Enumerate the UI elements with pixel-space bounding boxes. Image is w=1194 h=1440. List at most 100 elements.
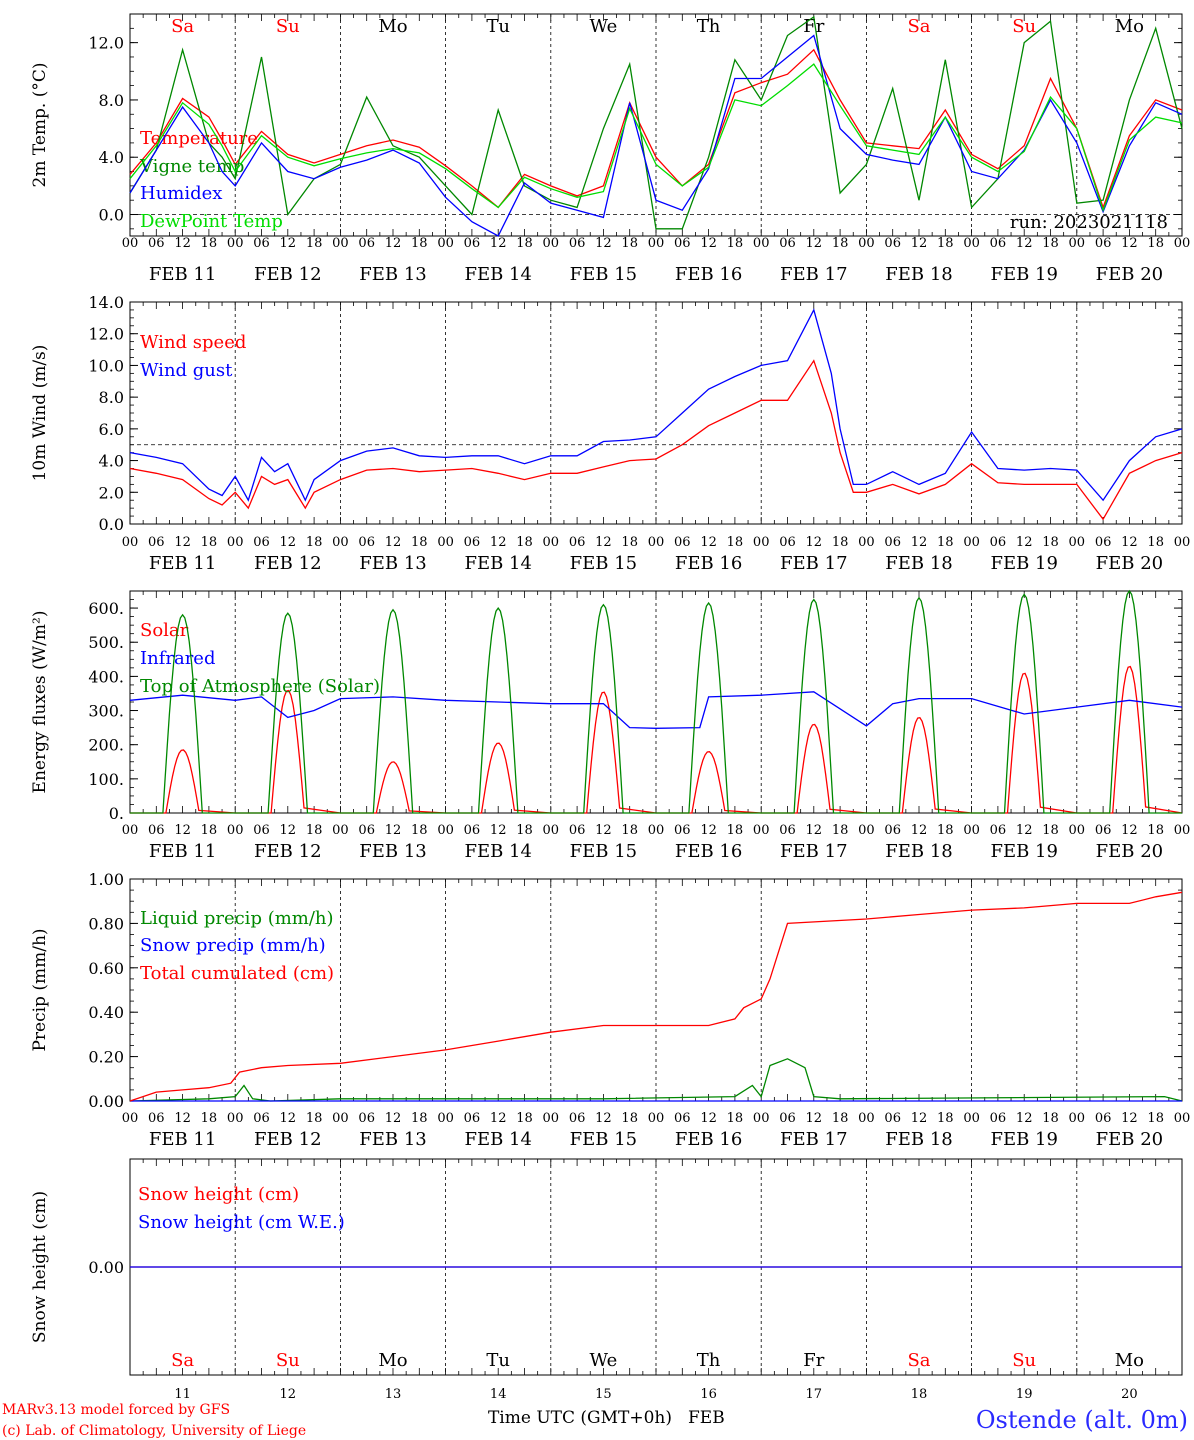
weekday-label: Su [1012, 1350, 1036, 1371]
y-axis-label: Snow height (cm) [30, 1191, 50, 1343]
x-hour-label: 00 [963, 823, 980, 838]
x-day-label: FEB 13 [359, 841, 426, 862]
x-hour-label: 00 [122, 823, 139, 838]
x-hour-label: 18 [516, 236, 533, 251]
x-hour-label: 18 [516, 535, 533, 550]
x-hour-label: 18 [1147, 535, 1164, 550]
x-day-label: FEB 15 [570, 1129, 637, 1150]
x-hour-label: 06 [1095, 1111, 1112, 1126]
x-hour-label: 12 [174, 823, 191, 838]
x-hour-label: 12 [595, 236, 612, 251]
x-hour-label: 12 [806, 236, 823, 251]
x-hour-label: 12 [700, 236, 717, 251]
x-day-label: FEB 12 [254, 1129, 321, 1150]
x-hour-label: 18 [937, 236, 954, 251]
series-line-total-cumulated-cm- [129, 891, 1183, 1102]
x-hour-label: 12 [700, 535, 717, 550]
x-day-label: FEB 17 [780, 1129, 847, 1150]
day-number-label: 17 [806, 1387, 823, 1402]
x-hour-label: 06 [253, 823, 270, 838]
series-line-humidex [129, 34, 1183, 237]
x-hour-label: 06 [148, 535, 165, 550]
x-hour-label: 12 [700, 1111, 717, 1126]
x-hour-label: 06 [990, 236, 1007, 251]
panel-2: 0.0 2.0 4.0 6.0 8.0 10.0 12.0 14.0 10m Wind (m/s… [30, 293, 1190, 574]
series-line-wind-gust [129, 308, 1183, 502]
footer: MARv3.13 model forced by GFS (c) Lab. of… [2, 1402, 1188, 1439]
x-hour-label: 06 [1095, 535, 1112, 550]
x-hour-label: 12 [1016, 1111, 1033, 1126]
x-hour-label: 00 [332, 823, 349, 838]
legend-entry: Infrared [140, 648, 215, 669]
x-hour-label: 18 [411, 823, 428, 838]
x-day-label: FEB 12 [254, 553, 321, 574]
x-hour-label: 00 [437, 236, 454, 251]
x-hour-label: 12 [280, 236, 297, 251]
x-hour-label: 18 [832, 1111, 849, 1126]
weekday-label: Su [276, 16, 300, 37]
x-hour-label: 00 [227, 535, 244, 550]
x-hour-label: 00 [437, 823, 454, 838]
x-hour-label: 18 [201, 236, 218, 251]
x-hour-label: 06 [253, 236, 270, 251]
x-hour-label: 12 [1121, 535, 1138, 550]
y-tick-label: 4.0 [99, 148, 124, 167]
legend-entry: Temperature [140, 128, 258, 149]
x-hour-label: 06 [464, 236, 481, 251]
y-tick-label: 4.0 [99, 452, 124, 471]
x-day-label: FEB 20 [1096, 264, 1163, 285]
x-hour-label: 18 [937, 535, 954, 550]
x-hour-label: 00 [858, 535, 875, 550]
x-hour-label: 00 [1069, 236, 1086, 251]
x-hour-label: 06 [884, 535, 901, 550]
y-tick-label: 1.00 [88, 870, 124, 889]
y-tick-label: 0. [109, 804, 124, 823]
x-day-label: FEB 19 [990, 1129, 1057, 1150]
x-hour-label: 00 [332, 1111, 349, 1126]
x-hour-label: 00 [437, 1111, 454, 1126]
x-hour-label: 18 [727, 823, 744, 838]
y-tick-label: 600. [88, 599, 124, 618]
x-hour-label: 06 [358, 823, 375, 838]
y-tick-label: 6.0 [99, 420, 124, 439]
x-hour-label: 00 [963, 236, 980, 251]
x-hour-label: 00 [332, 535, 349, 550]
x-hour-label: 18 [727, 236, 744, 251]
x-hour-label: 06 [253, 535, 270, 550]
x-hour-label: 12 [490, 1111, 507, 1126]
x-hour-label: 06 [779, 1111, 796, 1126]
x-day-label: FEB 18 [885, 841, 952, 862]
x-day-label: FEB 20 [1096, 1129, 1163, 1150]
x-hour-label: 18 [832, 823, 849, 838]
x-hour-label: 06 [1095, 236, 1112, 251]
y-tick-label: 0.0 [99, 515, 124, 534]
x-hour-label: 12 [806, 535, 823, 550]
x-day-label: FEB 20 [1096, 841, 1163, 862]
x-hour-label: 18 [621, 535, 638, 550]
x-day-label: FEB 20 [1096, 553, 1163, 574]
x-hour-label: 06 [569, 823, 586, 838]
x-day-label: FEB 12 [254, 841, 321, 862]
x-hour-label: 12 [595, 1111, 612, 1126]
weekday-label: Tu [486, 16, 510, 37]
x-hour-label: 18 [306, 236, 323, 251]
legend-entry: Snow height (cm W.E.) [138, 1212, 345, 1233]
x-hour-label: 18 [1042, 535, 1059, 550]
legend-entry: Humidex [140, 183, 222, 204]
x-hour-label: 12 [385, 1111, 402, 1126]
x-day-label: FEB 19 [990, 553, 1057, 574]
panel-4: 0.00 0.20 0.40 0.60 0.80 1.00 Precip (mm/h) 00 0… [30, 870, 1190, 1150]
y-tick-label: 0.80 [88, 914, 124, 933]
series-line-liquid-precip-mm-h- [129, 1058, 1183, 1102]
x-day-label: FEB 12 [254, 264, 321, 285]
series-line-dewpoint-temp [129, 63, 1183, 213]
model-credit-text: MARv3.13 model forced by GFS [2, 1402, 230, 1418]
x-day-label: FEB 17 [780, 841, 847, 862]
x-hour-label: 18 [411, 236, 428, 251]
series-line-top-of-atmosphere-solar- [130, 589, 1182, 814]
x-hour-label: 18 [937, 1111, 954, 1126]
y-axis-label: Energy fluxes (W/m²) [30, 611, 50, 794]
x-hour-label: 00 [963, 1111, 980, 1126]
x-hour-label: 00 [1174, 1111, 1191, 1126]
legend-entry: Wind gust [140, 360, 233, 381]
